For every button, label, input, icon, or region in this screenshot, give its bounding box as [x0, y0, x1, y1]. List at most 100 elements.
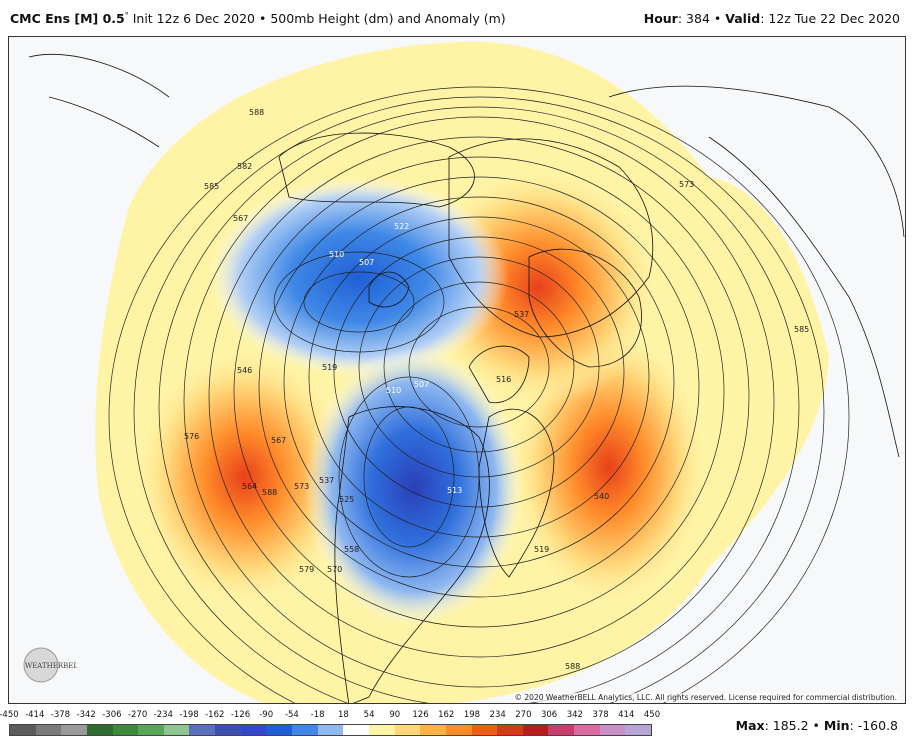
max-value: : 185.2	[764, 718, 809, 733]
colorbar-swatch	[189, 725, 216, 735]
colorbar-swatch	[112, 725, 139, 735]
contour-label: 507	[359, 258, 374, 267]
separator: •	[709, 11, 726, 26]
colorbar-swatch	[368, 725, 395, 735]
colorbar-tick-label: 414	[618, 710, 635, 720]
colorbar-swatch	[497, 725, 523, 735]
contour-label: 507	[414, 380, 429, 389]
colorbar-swatch	[445, 725, 472, 735]
colorbar-tick-label: 162	[438, 710, 455, 720]
contour-label: 585	[204, 182, 219, 191]
contour-label: 573	[294, 482, 309, 491]
hour-value: : 384	[677, 11, 710, 26]
colorbar-tick-label: -18	[310, 710, 325, 720]
contour-label: 522	[394, 222, 409, 231]
colorbar-swatch	[548, 725, 575, 735]
colorbar-tick-label: 342	[566, 710, 583, 720]
map-panel: 588 582 585 567 573 585 522 510 507 519 …	[8, 36, 906, 704]
colorbar-swatch	[240, 725, 267, 735]
colorbar-swatch	[292, 725, 318, 735]
colorbar-tick-label: 378	[592, 710, 609, 720]
colorbar-tick-label: -270	[127, 710, 148, 720]
warm-anomaly-pacific	[134, 347, 354, 607]
contour-label: 558	[344, 545, 359, 554]
colorbar-swatch	[522, 725, 549, 735]
colorbar-swatch	[86, 725, 113, 735]
colorbar-swatch	[35, 725, 62, 735]
colorbar-tick-label: 234	[489, 710, 506, 720]
logo-text: WEATHERBELL	[25, 662, 77, 670]
contour-label: 540	[594, 492, 609, 501]
colorbar-tick-label: 90	[389, 710, 401, 720]
map-canvas: 588 582 585 567 573 585 522 510 507 519 …	[28, 41, 905, 703]
colorbar-legend: -450 -414 -378 -342 -306 -270 -234 -198 -162 -126…	[0, 706, 914, 750]
contour-label: 537	[319, 476, 334, 485]
contour-label: 588	[262, 488, 277, 497]
colorbar-tick-label: 270	[515, 710, 532, 720]
colorbar-tick-label: -414	[25, 710, 45, 720]
valid-label: Valid	[725, 11, 761, 26]
contour-label: 588	[565, 662, 580, 671]
contour-label: 525	[339, 495, 354, 504]
contour-label: 516	[496, 375, 511, 384]
cold-anomaly-siberia	[209, 177, 509, 377]
colorbar-swatch	[394, 725, 421, 735]
colorbar-swatch	[471, 725, 498, 735]
init-time: Init 12z 6 Dec 2020	[128, 11, 256, 27]
colorbar-tick-label: -342	[76, 710, 96, 720]
colorbar-tick-label: -126	[230, 710, 251, 720]
colorbar-swatch	[61, 725, 87, 735]
contour-label: 510	[329, 250, 344, 259]
contour-label: 582	[237, 162, 252, 171]
coastlines	[28, 54, 905, 703]
separator: •	[808, 718, 824, 733]
contour-label: 537	[514, 310, 529, 319]
colorbar-tick-label: -54	[284, 710, 299, 720]
product-name: 500mb Height (dm) and Anomaly (m)	[270, 11, 506, 27]
colorbar-swatch	[599, 725, 626, 735]
colorbar	[9, 724, 652, 736]
colorbar-swatch	[574, 725, 600, 735]
contour-labels: 588 582 585 567 573 585 522 510 507 519 …	[184, 108, 809, 671]
contour-label: 564	[242, 482, 257, 491]
header-title: CMC Ens [M] 0.5° Init 12z 6 Dec 2020 • 5…	[10, 11, 506, 26]
colorbar-tick-label: -378	[50, 710, 71, 720]
colorbar-swatch	[215, 725, 241, 735]
colorbar-tick-label: 126	[412, 710, 429, 720]
colorbar-tick-label: 198	[463, 710, 481, 720]
colorbar-swatch	[266, 725, 293, 735]
colorbar-swatch	[317, 725, 344, 735]
colorbar-tick-label: 306	[540, 710, 558, 720]
valid-value: : 12z Tue 22 Dec 2020	[760, 11, 900, 26]
colorbar-swatch	[420, 725, 446, 735]
colorbar-swatch	[343, 725, 369, 735]
min-value: : -160.8	[849, 718, 898, 733]
colorbar-swatch	[10, 725, 36, 735]
colorbar-tick-label: 54	[363, 710, 375, 720]
contour-label: 579	[299, 565, 314, 574]
model-name: CMC Ens [M] 0.5	[10, 11, 125, 27]
contour-label: 513	[447, 486, 462, 495]
contour-label: 573	[679, 180, 694, 189]
min-label: Min	[823, 718, 850, 733]
weatherbell-logo: WEATHERBELL	[21, 645, 77, 685]
degree-sign: °	[124, 11, 129, 20]
colorbar-tick-label: -306	[102, 710, 122, 720]
height-contours	[108, 86, 850, 703]
colorbar-tick-label: -162	[205, 710, 225, 720]
separator: •	[255, 11, 271, 27]
contour-label: 588	[249, 108, 264, 117]
hour-label: Hour	[643, 11, 678, 26]
contour-label: 585	[794, 325, 809, 334]
colorbar-tick-label: -450	[0, 710, 19, 720]
contour-label: 576	[184, 432, 199, 441]
contour-label: 546	[237, 366, 252, 375]
copyright-notice: © 2020 WeatherBELL Analytics, LLC. All r…	[512, 693, 899, 702]
contour-label: 519	[322, 363, 337, 372]
header-bar: CMC Ens [M] 0.5° Init 12z 6 Dec 2020 • 5…	[0, 0, 914, 36]
colorbar-tick-label: 18	[337, 710, 349, 720]
colorbar-swatch	[163, 725, 190, 735]
contour-label: 567	[271, 436, 286, 445]
contour-label: 510	[386, 386, 401, 395]
contour-label: 567	[233, 214, 248, 223]
